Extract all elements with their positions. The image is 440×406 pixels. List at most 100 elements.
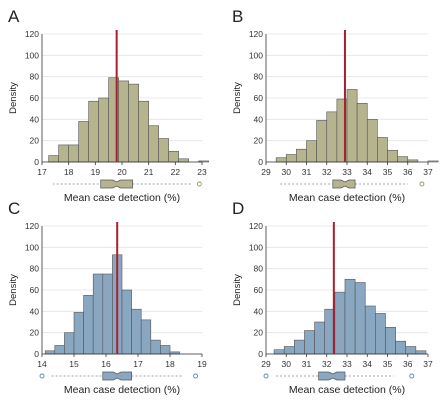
- histogram-bar: [88, 100, 99, 163]
- x-tick-label: 34: [363, 359, 373, 369]
- boxplot-box: [100, 179, 134, 189]
- histogram-bar: [387, 149, 398, 163]
- panel-d: D 0 20 40 60 80 100 120 29 30 31 32 33 34 35 36 37 Densit…: [232, 199, 433, 396]
- x-tick-label: 18: [64, 167, 74, 177]
- y-tick-label: 120: [25, 221, 39, 231]
- y-tick-label: 60: [254, 93, 264, 103]
- boxplot-outlier: [419, 181, 425, 187]
- histogram-bar: [306, 140, 317, 163]
- x-tick-label: 21: [144, 167, 154, 177]
- x-axis-label: Mean case detection (%): [64, 192, 180, 204]
- histogram-bar: [98, 97, 109, 163]
- histogram-bar: [128, 83, 139, 163]
- y-tick-label: 20: [30, 136, 40, 146]
- histogram-bar: [405, 346, 417, 355]
- y-tick-label: 120: [249, 29, 263, 39]
- histogram-bar: [64, 332, 75, 355]
- histogram-bar: [285, 154, 297, 163]
- y-axis-label: Density: [232, 82, 243, 114]
- x-tick-label: 36: [403, 167, 413, 177]
- y-tick-label: 0: [34, 157, 39, 167]
- x-tick-label: 18: [165, 359, 175, 369]
- histogram-bar: [294, 339, 305, 355]
- boxplot-outlier: [409, 373, 415, 379]
- x-tick-label: 15: [69, 359, 79, 369]
- histogram-bar: [158, 138, 169, 163]
- histogram-bar: [395, 340, 407, 355]
- histogram-bar: [102, 273, 113, 355]
- y-tick-label: 40: [30, 306, 40, 316]
- x-tick-label: 16: [101, 359, 111, 369]
- y-tick-label: 60: [254, 285, 264, 295]
- x-tick-label: 19: [91, 167, 101, 177]
- y-tick-label: 100: [25, 242, 39, 252]
- x-tick-label: 14: [37, 359, 47, 369]
- histogram-bar: [364, 305, 376, 355]
- histogram-bar: [316, 120, 328, 163]
- x-tick-label: 33: [342, 359, 352, 369]
- boxplot-box: [318, 371, 346, 381]
- y-tick-label: 60: [30, 285, 40, 295]
- x-tick-label: 31: [302, 359, 312, 369]
- x-tick-label: 36: [403, 359, 413, 369]
- boxplot-outlier: [196, 181, 202, 187]
- x-axis-label: Mean case detection (%): [289, 192, 405, 204]
- panel-label: B: [232, 7, 243, 26]
- histogram-bar: [397, 156, 409, 163]
- histogram-bar: [68, 144, 79, 163]
- y-tick-label: 100: [25, 50, 39, 60]
- y-axis-label: Density: [8, 274, 19, 306]
- x-tick-label: 34: [363, 167, 373, 177]
- x-axis-label: Mean case detection (%): [289, 384, 405, 396]
- panel-b: B 0 20 40 60 80 100 120 29 30 31 32 33 34 35 36 37 Densit…: [232, 7, 439, 204]
- x-tick-label: 35: [383, 167, 393, 177]
- histogram-bar: [273, 349, 285, 355]
- x-tick-label: 29: [261, 359, 271, 369]
- y-tick-label: 40: [254, 114, 264, 124]
- y-tick-label: 20: [254, 136, 264, 146]
- y-axis-label: Density: [232, 274, 243, 306]
- y-tick-label: 20: [254, 328, 264, 338]
- histogram-bar: [304, 330, 315, 355]
- histogram-bar: [346, 89, 358, 163]
- x-tick-label: 32: [322, 359, 332, 369]
- histogram-bar: [138, 100, 149, 163]
- x-tick-label: 37: [423, 167, 433, 177]
- y-tick-label: 0: [34, 349, 39, 359]
- histogram-bar: [48, 155, 59, 163]
- histogram-bar: [198, 160, 209, 163]
- y-tick-label: 80: [254, 72, 264, 82]
- histogram-bar: [356, 103, 368, 163]
- histogram-bar: [92, 273, 104, 355]
- boxplot-box: [332, 179, 356, 189]
- y-tick-label: 0: [258, 349, 263, 359]
- histogram-bar: [344, 279, 356, 355]
- x-tick-label: 17: [37, 167, 47, 177]
- y-tick-label: 40: [254, 306, 264, 316]
- y-tick-label: 120: [249, 221, 263, 231]
- histogram-bar: [54, 345, 65, 355]
- y-tick-label: 80: [254, 264, 264, 274]
- y-tick-label: 60: [30, 93, 40, 103]
- y-axis-label: Density: [8, 82, 19, 114]
- histogram-bar: [118, 80, 129, 163]
- x-tick-label: 32: [322, 167, 332, 177]
- x-tick-label: 37: [423, 359, 433, 369]
- y-tick-label: 80: [30, 264, 40, 274]
- histogram-bar: [375, 313, 386, 355]
- x-axis-label: Mean case detection (%): [64, 384, 180, 396]
- panel-label: C: [8, 199, 20, 218]
- y-tick-label: 100: [249, 50, 263, 60]
- x-tick-label: 22: [171, 167, 181, 177]
- histogram-bar: [314, 321, 326, 355]
- y-tick-label: 120: [25, 29, 39, 39]
- histogram-bar: [160, 345, 171, 355]
- histogram-bar: [334, 291, 346, 355]
- boxplot-outlier: [39, 373, 45, 379]
- histogram-bar: [73, 312, 84, 355]
- histogram-bar: [140, 319, 152, 355]
- x-tick-label: 19: [197, 359, 207, 369]
- histogram-bar: [377, 137, 388, 163]
- histogram-bar: [385, 327, 396, 355]
